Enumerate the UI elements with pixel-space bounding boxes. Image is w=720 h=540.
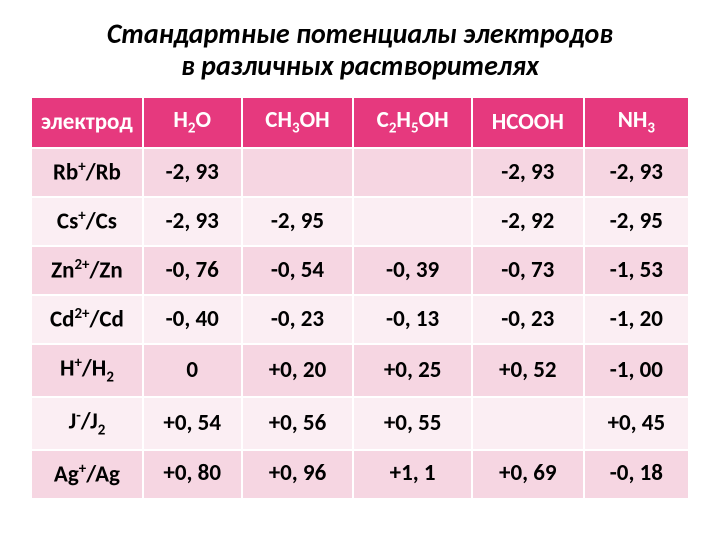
value-cell: -1, 00 xyxy=(584,344,689,397)
value-cell: -2, 95 xyxy=(242,197,354,246)
value-cell: +0, 56 xyxy=(242,397,354,450)
value-cell: -2, 95 xyxy=(584,197,689,246)
electrode-cell: Cs+/Cs xyxy=(31,197,143,246)
table-row: Cd2+/Cd -0, 40 -0, 23 -0, 13 -0, 23 -1, … xyxy=(31,295,689,344)
value-cell: -2, 92 xyxy=(472,197,584,246)
electrode-cell: J-/J2 xyxy=(31,397,143,450)
value-cell: -2, 93 xyxy=(143,197,242,246)
value-cell: -0, 13 xyxy=(353,295,471,344)
electrode-cell: Rb+/Rb xyxy=(31,148,143,197)
table-row: Ag+/Ag +0, 80 +0, 96 +1, 1 +0, 69 -0, 18 xyxy=(31,450,689,499)
value-cell: -0, 76 xyxy=(143,246,242,295)
value-cell: -0, 18 xyxy=(584,450,689,499)
table-row: H+/H2 0 +0, 20 +0, 25 +0, 52 -1, 00 xyxy=(31,344,689,397)
table-row: Zn2+/Zn -0, 76 -0, 54 -0, 39 -0, 73 -1, … xyxy=(31,246,689,295)
value-cell: +0, 55 xyxy=(353,397,471,450)
value-cell: +0, 54 xyxy=(143,397,242,450)
title-line2: в различных растворителях xyxy=(181,48,539,83)
potentials-table: электрод H2O CH3OH C2H5OH HCOOH NH3 Rb+/… xyxy=(30,96,690,499)
value-cell: -2, 93 xyxy=(472,148,584,197)
value-cell xyxy=(242,148,354,197)
value-cell: -0, 73 xyxy=(472,246,584,295)
value-cell: +0, 69 xyxy=(472,450,584,499)
table-row: Cs+/Cs -2, 93 -2, 95 -2, 92 -2, 95 xyxy=(31,197,689,246)
electrode-cell: Cd2+/Cd xyxy=(31,295,143,344)
table-row: Rb+/Rb -2, 93 -2, 93 -2, 93 xyxy=(31,148,689,197)
value-cell: +0, 20 xyxy=(242,344,354,397)
value-cell: -0, 54 xyxy=(242,246,354,295)
value-cell: +1, 1 xyxy=(353,450,471,499)
electrode-cell: Zn2+/Zn xyxy=(31,246,143,295)
value-cell xyxy=(472,397,584,450)
value-cell: -2, 93 xyxy=(584,148,689,197)
value-cell: +0, 52 xyxy=(472,344,584,397)
slide-title: Стандартные потенциалы электродов в разл… xyxy=(30,18,690,82)
electrode-cell: Ag+/Ag xyxy=(31,450,143,499)
header-h2o: H2O xyxy=(143,97,242,148)
value-cell: +0, 96 xyxy=(242,450,354,499)
value-cell: +0, 25 xyxy=(353,344,471,397)
value-cell: +0, 45 xyxy=(584,397,689,450)
header-ch3oh: CH3OH xyxy=(242,97,354,148)
value-cell: +0, 80 xyxy=(143,450,242,499)
value-cell: -0, 23 xyxy=(242,295,354,344)
value-cell: -0, 40 xyxy=(143,295,242,344)
header-electrode: электрод xyxy=(31,97,143,148)
header-nh3: NH3 xyxy=(584,97,689,148)
title-line1: Стандартные потенциалы электродов xyxy=(107,16,613,51)
value-cell: -0, 23 xyxy=(472,295,584,344)
header-c2h5oh: C2H5OH xyxy=(353,97,471,148)
value-cell: -2, 93 xyxy=(143,148,242,197)
value-cell xyxy=(353,148,471,197)
value-cell xyxy=(353,197,471,246)
electrode-cell: H+/H2 xyxy=(31,344,143,397)
value-cell: -1, 20 xyxy=(584,295,689,344)
header-row: электрод H2O CH3OH C2H5OH HCOOH NH3 xyxy=(31,97,689,148)
value-cell: -0, 39 xyxy=(353,246,471,295)
value-cell: -1, 53 xyxy=(584,246,689,295)
header-hcooh: HCOOH xyxy=(472,97,584,148)
table-row: J-/J2 +0, 54 +0, 56 +0, 55 +0, 45 xyxy=(31,397,689,450)
value-cell: 0 xyxy=(143,344,242,397)
